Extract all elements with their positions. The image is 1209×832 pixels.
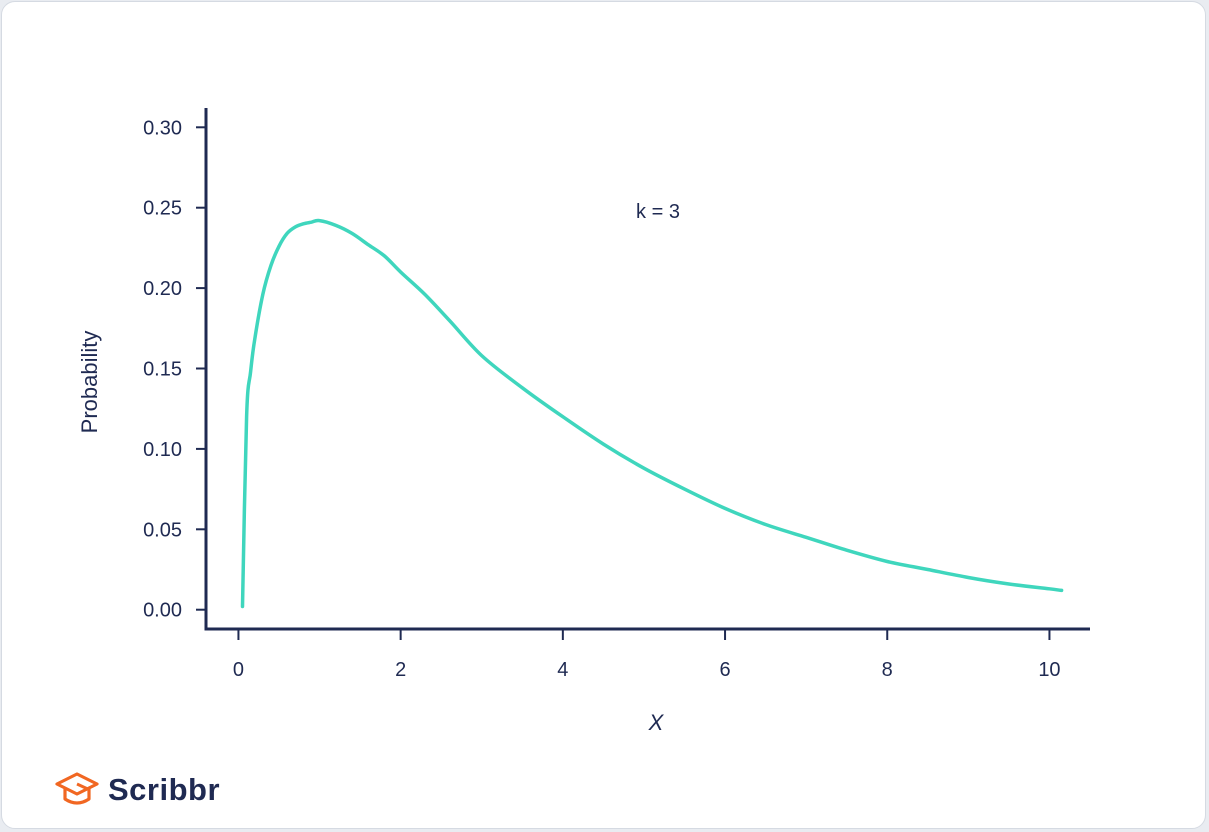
x-axis-title: X (648, 710, 665, 735)
k-annotation: k = 3 (636, 201, 680, 223)
x-tick-label: 0 (233, 659, 244, 681)
y-tick-label: 0.20 (143, 278, 182, 300)
y-tick-label: 0.00 (143, 600, 182, 622)
brand-logo: Scribbr (54, 768, 220, 812)
y-tick-label: 0.05 (143, 519, 182, 541)
x-axis-ticks: 0 2 4 6 8 10 (233, 629, 1061, 681)
y-axis-ticks: 0.00 0.05 0.10 0.15 0.20 0.25 0.30 (143, 117, 206, 622)
y-tick-label: 0.25 (143, 198, 182, 220)
series-line (240, 218, 1064, 609)
y-tick-label: 0.10 (143, 439, 182, 461)
y-tick-label: 0.30 (143, 117, 182, 139)
brand-name: Scribbr (108, 772, 221, 807)
y-tick-label: 0.15 (143, 359, 182, 381)
graduation-cap-icon (55, 772, 99, 805)
x-tick-label: 8 (882, 659, 893, 681)
x-tick-label: 2 (395, 659, 406, 681)
x-tick-label: 6 (719, 659, 730, 681)
y-axis-title: Probability (77, 331, 102, 434)
x-tick-label: 4 (557, 659, 568, 681)
x-tick-label: 10 (1038, 659, 1060, 681)
